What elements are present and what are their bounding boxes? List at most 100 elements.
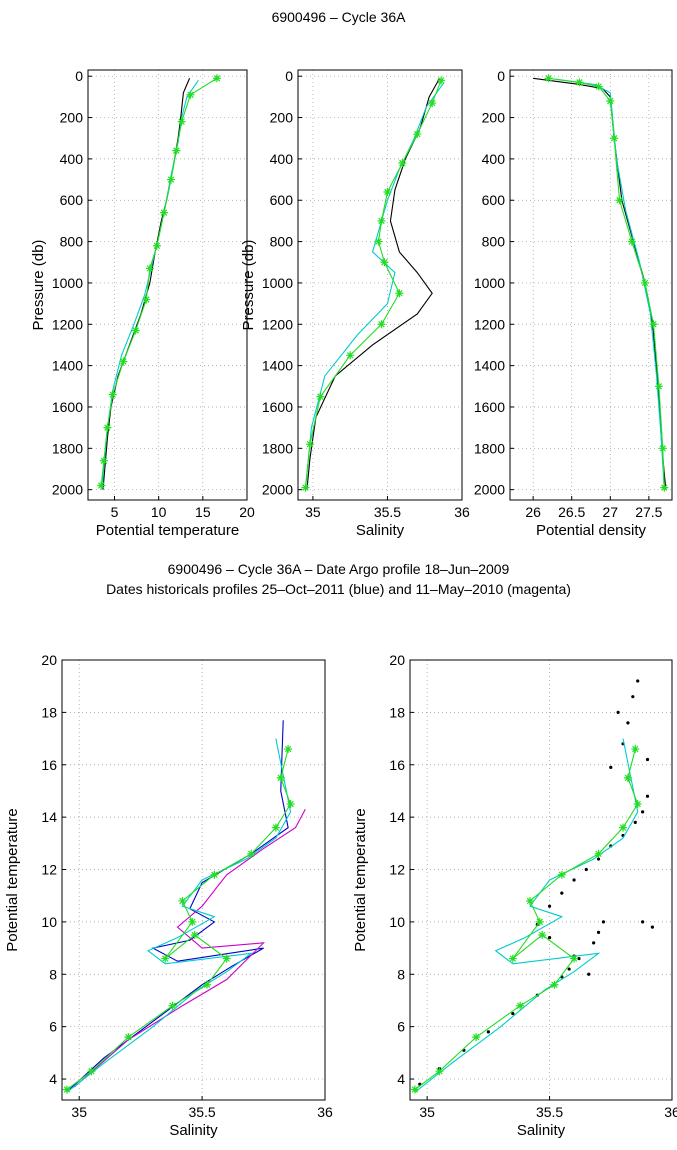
data-point-dot [596, 930, 601, 934]
data-point-star [286, 800, 295, 809]
data-point-star [377, 320, 386, 329]
y-tick-label: 4 [49, 1071, 57, 1087]
y-tick-label: 20 [41, 652, 57, 668]
y-tick-label: 400 [482, 151, 506, 167]
data-point-star [380, 258, 389, 267]
top-figure-title: 6900496 – Cycle 36A [271, 9, 406, 25]
y-tick-label: 600 [270, 192, 294, 208]
data-point-dot [547, 936, 552, 940]
data-point-star [203, 980, 212, 989]
y-tick-label: 1800 [262, 440, 293, 456]
data-point-star [660, 483, 669, 492]
data-point-star [103, 423, 112, 432]
y-tick-label: 20 [389, 652, 405, 668]
y-tick-label: 14 [41, 809, 57, 825]
series-line-blue [69, 720, 289, 1090]
data-point-star [271, 823, 280, 832]
y-tick-label: 1800 [52, 440, 83, 456]
series-line-historical_cyan [304, 82, 445, 490]
data-point-dot [547, 904, 552, 908]
data-point-star [190, 931, 199, 939]
series-group [62, 720, 306, 1094]
data-point-star [210, 870, 219, 879]
y-tick-label: 1200 [52, 316, 83, 332]
y-tick-label: 1200 [474, 316, 505, 332]
data-point-star [377, 216, 386, 225]
y-tick-label: 2000 [52, 482, 83, 498]
y-tick-label: 6 [49, 1019, 57, 1035]
data-point-star [472, 1033, 481, 1042]
data-point-star [276, 773, 285, 782]
data-point-star [168, 1001, 177, 1010]
data-point-star [212, 74, 221, 83]
data-point-dot [584, 867, 588, 872]
x-tick-label: 35.5 [536, 1104, 563, 1120]
x-tick-label: 36 [454, 504, 470, 520]
y-tick-label: 16 [41, 757, 57, 773]
data-point-dot [650, 925, 655, 929]
data-point-star [188, 917, 197, 926]
data-point-dot [636, 679, 640, 683]
x-tick-label: 35 [419, 1104, 435, 1120]
data-point-dot [601, 920, 606, 924]
data-point-star [305, 440, 314, 449]
series-line-argo [304, 80, 442, 488]
y-tick-label: 600 [60, 192, 84, 208]
y-axis-label: Pressure (db) [30, 240, 47, 331]
x-axis-label: Salinity [356, 522, 405, 539]
data-point-star [398, 159, 407, 168]
axes-frame [409, 659, 673, 1101]
data-point-star [437, 76, 446, 85]
x-tick-label: 35 [305, 504, 321, 520]
y-tick-label: 1800 [474, 440, 505, 456]
data-point-dot [596, 857, 601, 861]
y-tick-label: 1600 [52, 399, 83, 415]
series-line-argo [414, 748, 639, 1090]
y-tick-label: 800 [60, 234, 84, 250]
panel-3: 26 26.5 27 27.5 0 200 400 600 800 1000 1200 1400 160… [474, 68, 673, 539]
data-point-star [301, 483, 310, 492]
data-point-star [610, 134, 619, 143]
data-point-star [284, 745, 293, 754]
y-tick-label: 0 [75, 68, 83, 84]
data-point-star [619, 823, 628, 832]
y-tick-label: 1600 [262, 399, 293, 415]
y-tick-label: 1200 [262, 316, 293, 332]
y-axis-label: Pressure (db) [240, 240, 257, 331]
y-tick-label: 4 [397, 1071, 405, 1087]
data-point-star [606, 97, 615, 106]
series-line-historical_cyan [101, 80, 199, 490]
y-tick-label: 1000 [474, 275, 505, 291]
series-group [301, 76, 446, 492]
y-tick-label: 1400 [262, 358, 293, 374]
y-tick-label: 18 [41, 704, 57, 720]
data-point-star [654, 382, 663, 391]
y-tick-label: 2000 [262, 482, 293, 498]
data-point-dot [641, 920, 645, 924]
x-axis-label: Salinity [517, 1122, 566, 1139]
series-group [410, 679, 655, 1094]
axes-frame [509, 69, 673, 501]
axes-frame [297, 69, 463, 501]
data-point-star [508, 954, 517, 963]
y-axis-label: Potential temperature [4, 808, 21, 951]
data-point-star [316, 392, 325, 401]
bottom-figure-title-line2: Dates historicals profiles 25–Oct–2011 (… [106, 581, 571, 597]
data-point-star [544, 74, 553, 83]
data-point-star [550, 980, 559, 989]
y-tick-label: 2000 [474, 482, 505, 498]
y-tick-label: 14 [389, 809, 405, 825]
x-tick-label: 36 [664, 1104, 677, 1120]
data-point-star [594, 849, 603, 858]
x-tick-label: 35.5 [188, 1104, 215, 1120]
data-point-star [383, 187, 392, 196]
data-point-dot [560, 891, 564, 895]
bottom-figure-title-line1: 6900496 – Cycle 36A – Date Argo profile … [167, 561, 510, 577]
y-tick-label: 0 [497, 68, 505, 84]
panel-2: 35 35.5 36 0 200 400 600 800 1000 1200 1400 1600 180… [240, 68, 470, 539]
data-point-dot [616, 710, 620, 714]
y-tick-label: 8 [49, 966, 57, 982]
y-tick-label: 800 [482, 234, 506, 250]
data-point-dot [577, 956, 581, 961]
series-line-historical_cyan [556, 78, 665, 490]
